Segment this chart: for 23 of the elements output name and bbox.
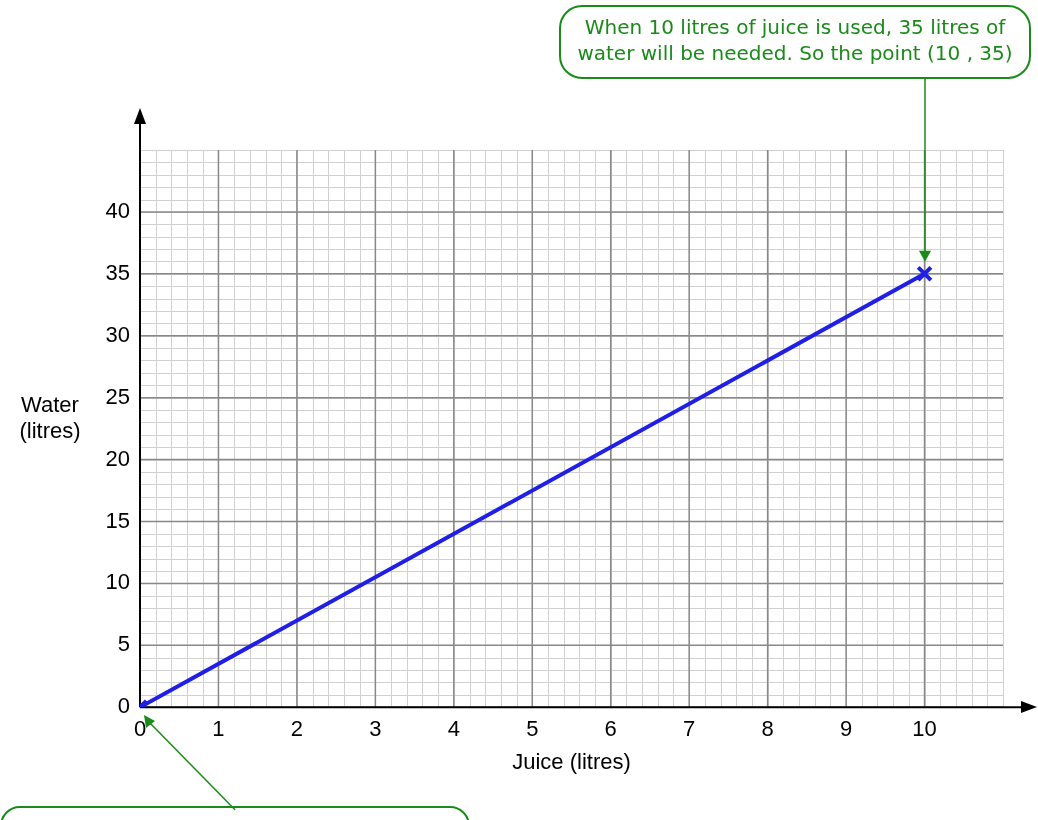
x-axis-title: Juice (litres) xyxy=(512,748,631,774)
y-tick-label: 30 xyxy=(105,321,130,347)
y-tick-label: 40 xyxy=(105,197,130,223)
x-tick-label: 7 xyxy=(683,716,696,742)
y-tick-label: 5 xyxy=(117,631,130,657)
x-tick-label: 0 xyxy=(133,716,147,742)
x-tick-label: 4 xyxy=(447,716,460,742)
y-tick-label: 20 xyxy=(105,445,130,471)
x-tick-label: 5 xyxy=(526,716,539,742)
x-tick-label: 1 xyxy=(212,716,225,742)
x-tick-label: 3 xyxy=(369,716,382,742)
y-tick-label: 0 xyxy=(117,693,130,719)
x-tick-label: 10 xyxy=(912,716,937,742)
y-tick-label: 25 xyxy=(105,383,130,409)
x-tick-label: 2 xyxy=(290,716,304,742)
y-axis-title: Water (litres) xyxy=(19,391,81,443)
x-tick-label: 8 xyxy=(761,716,774,742)
y-tick-label: 15 xyxy=(105,507,130,533)
x-tick-label: 6 xyxy=(604,716,617,742)
x-tick-label: 9 xyxy=(839,716,853,742)
text: When 10 litres of juice is used, 35 litres of water will be needed. So the point (10 , 35) xyxy=(577,15,1013,66)
y-tick-label: 35 xyxy=(105,259,130,285)
y-tick-label: 10 xyxy=(105,569,130,595)
